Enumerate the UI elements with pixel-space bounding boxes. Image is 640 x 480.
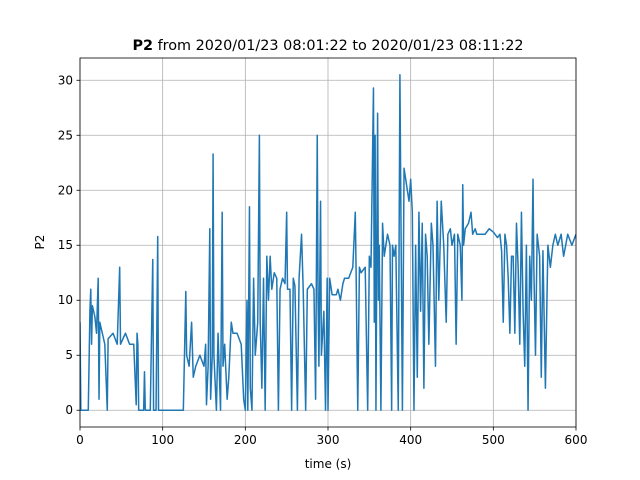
y-tick-label: 25	[58, 128, 73, 142]
x-tick-label: 500	[482, 433, 505, 447]
y-axis-label: P2	[33, 235, 47, 250]
title-name: P2	[132, 38, 153, 54]
data-line	[80, 74, 576, 411]
y-tick-label: 0	[65, 403, 73, 417]
x-tick-label: 200	[234, 433, 257, 447]
x-tick-label: 300	[317, 433, 340, 447]
y-tick-label: 10	[58, 293, 73, 307]
y-tick-label: 15	[58, 238, 73, 252]
x-tick-label: 600	[565, 433, 588, 447]
y-tick-label: 5	[65, 348, 73, 362]
y-tick-label: 30	[58, 73, 73, 87]
title-range: from 2020/01/23 08:01:22 to 2020/01/23 0…	[158, 38, 524, 54]
x-tick-label: 400	[399, 433, 422, 447]
y-tick-label: 20	[58, 183, 73, 197]
chart-title: P2 from 2020/01/23 08:01:22 to 2020/01/2…	[132, 38, 523, 54]
x-tick-label: 100	[151, 433, 174, 447]
plot-frame	[79, 57, 577, 428]
x-axis-label: time (s)	[305, 457, 352, 471]
x-tick-label: 0	[76, 433, 84, 447]
